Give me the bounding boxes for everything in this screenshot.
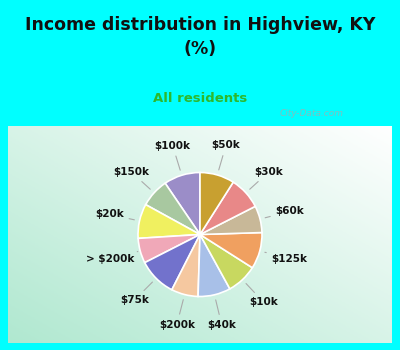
Wedge shape [200,182,255,234]
Text: $20k: $20k [95,209,134,220]
Wedge shape [172,234,200,296]
Wedge shape [138,205,200,238]
Wedge shape [200,234,252,289]
Wedge shape [200,232,262,268]
Text: $40k: $40k [207,300,236,330]
Wedge shape [200,173,233,235]
Text: $30k: $30k [250,167,283,189]
Wedge shape [145,234,200,290]
Text: > $200k: > $200k [86,252,138,264]
Wedge shape [165,173,200,235]
Text: $150k: $150k [113,167,150,189]
Text: $200k: $200k [159,300,195,330]
Text: City-Data.com: City-Data.com [280,108,344,118]
Wedge shape [146,183,200,235]
Text: $60k: $60k [265,206,304,218]
Text: $50k: $50k [212,140,240,170]
Wedge shape [138,234,200,262]
Text: $75k: $75k [120,282,152,305]
Text: $10k: $10k [246,284,278,307]
Wedge shape [198,234,230,296]
Text: All residents: All residents [153,91,247,105]
Wedge shape [200,206,262,235]
Text: Income distribution in Highview, KY
(%): Income distribution in Highview, KY (%) [25,16,375,57]
Text: $100k: $100k [155,141,191,170]
Text: $125k: $125k [265,252,308,264]
